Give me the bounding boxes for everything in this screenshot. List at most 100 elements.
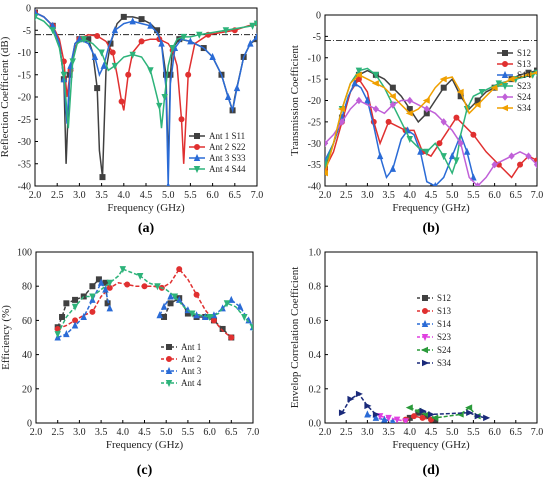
x-tick-label: 5.0	[162, 190, 175, 201]
x-tick-label: 5.5	[467, 427, 480, 438]
data-point	[63, 330, 70, 338]
chart-panel-d: 2.0 2.5 3.0 3.5 4.0 4.5 5.0 5.5 6.0 6.5 7.0 0.0 0.2 0…	[289, 248, 543, 479]
data-point	[228, 334, 235, 341]
data-point	[448, 152, 456, 160]
series-line	[405, 415, 432, 421]
data-point	[337, 105, 345, 113]
legend-label: S24	[437, 345, 452, 355]
data-point	[247, 39, 254, 47]
y-tick-label: -30	[308, 139, 321, 150]
series-line	[325, 67, 537, 176]
y-tick-label: 20	[22, 384, 32, 395]
y-tick-label: 0	[27, 419, 32, 430]
data-point	[385, 414, 392, 422]
data-point	[419, 414, 426, 421]
data-point	[390, 417, 396, 423]
x-tick-label: 2.5	[51, 427, 64, 438]
legend-label: S12	[437, 293, 451, 303]
y-tick-label: 40	[22, 350, 32, 361]
data-point	[465, 404, 473, 411]
y-tick-label: -20	[18, 93, 31, 104]
data-point	[376, 413, 384, 421]
x-tick-label: 3.5	[95, 190, 108, 201]
y-tick-label: 60	[22, 316, 32, 327]
data-point	[249, 324, 253, 332]
data-point	[111, 62, 119, 70]
legend-label: Ant 2 S22	[209, 142, 246, 152]
data-point	[338, 118, 346, 126]
y-tick-label: 0.6	[309, 316, 322, 327]
data-point	[91, 52, 99, 60]
data-point	[422, 97, 430, 104]
data-point	[253, 32, 257, 40]
x-tick-label: 4.5	[138, 427, 151, 438]
x-axis-label: Frequency (GHz)	[392, 202, 470, 214]
data-point	[364, 410, 371, 418]
data-point	[478, 88, 486, 97]
x-tick-label: 4.0	[118, 190, 131, 201]
data-point	[406, 96, 413, 105]
data-point	[129, 51, 136, 59]
data-point	[69, 58, 76, 66]
x-tick-label: 3.0	[361, 427, 374, 438]
series-s13	[325, 76, 537, 179]
x-tick-label: 7.0	[531, 190, 544, 201]
data-point	[532, 70, 537, 75]
y-tick-label: -10	[18, 48, 31, 59]
data-point	[94, 33, 101, 40]
x-tick-label: 7.0	[531, 427, 544, 438]
data-point	[347, 395, 355, 403]
x-tick-label: 6.5	[225, 427, 238, 438]
series-line	[325, 99, 537, 186]
y-tick-label: 0	[316, 11, 321, 22]
legend-marker	[501, 83, 509, 91]
data-point	[106, 304, 114, 312]
data-point	[431, 414, 439, 422]
y-axis-label: Efficiency (%)	[0, 305, 12, 370]
data-point	[388, 93, 396, 100]
data-point	[253, 20, 257, 28]
data-point	[393, 416, 401, 423]
legend-marker	[421, 333, 429, 342]
data-point	[372, 413, 380, 421]
series-ant-3-s33	[35, 8, 257, 186]
series-line	[35, 11, 257, 186]
y-tick-label: 0.0	[309, 419, 322, 430]
y-tick-label: 0.2	[309, 384, 322, 395]
legend: Ant 1 Ant 2 Ant 3 Ant 4	[161, 342, 202, 388]
series-s13	[402, 413, 434, 423]
legend-label: S14	[437, 319, 452, 329]
x-tick-label: 7.0	[251, 190, 264, 201]
data-point	[111, 26, 119, 34]
data-point	[141, 283, 148, 290]
data-point	[154, 283, 161, 291]
legend-marker	[421, 294, 428, 301]
x-tick-label: 2.0	[319, 190, 332, 201]
data-point	[423, 148, 430, 156]
legend-label: Ant 4	[181, 378, 202, 388]
data-point	[187, 37, 194, 45]
x-tick-label: 2.5	[340, 427, 353, 438]
chart-panel-a: 2.0 2.5 3.0 3.5 4.0 4.5 5.0 5.5 6.0 6.5 7.0 0 -5 -10 -…	[0, 4, 263, 237]
series-line	[57, 268, 253, 335]
data-point	[325, 169, 329, 177]
data-point	[241, 313, 248, 322]
x-tick-label: 5.0	[446, 190, 459, 201]
data-point	[440, 118, 447, 126]
data-point	[411, 413, 418, 420]
series-line	[325, 82, 475, 186]
legend-label: S23	[437, 332, 452, 342]
data-point	[35, 8, 39, 16]
data-point	[376, 152, 384, 160]
x-tick-label: 3.0	[73, 427, 86, 438]
panel-label: (b)	[422, 221, 439, 236]
legend-marker	[500, 104, 509, 112]
data-point	[99, 174, 106, 181]
data-point	[524, 71, 532, 79]
x-tick-label: 4.0	[117, 427, 130, 438]
data-point	[138, 38, 145, 45]
y-axis-label: Transmission Coefficient	[289, 45, 301, 156]
data-point	[354, 71, 362, 79]
data-point	[71, 303, 79, 311]
